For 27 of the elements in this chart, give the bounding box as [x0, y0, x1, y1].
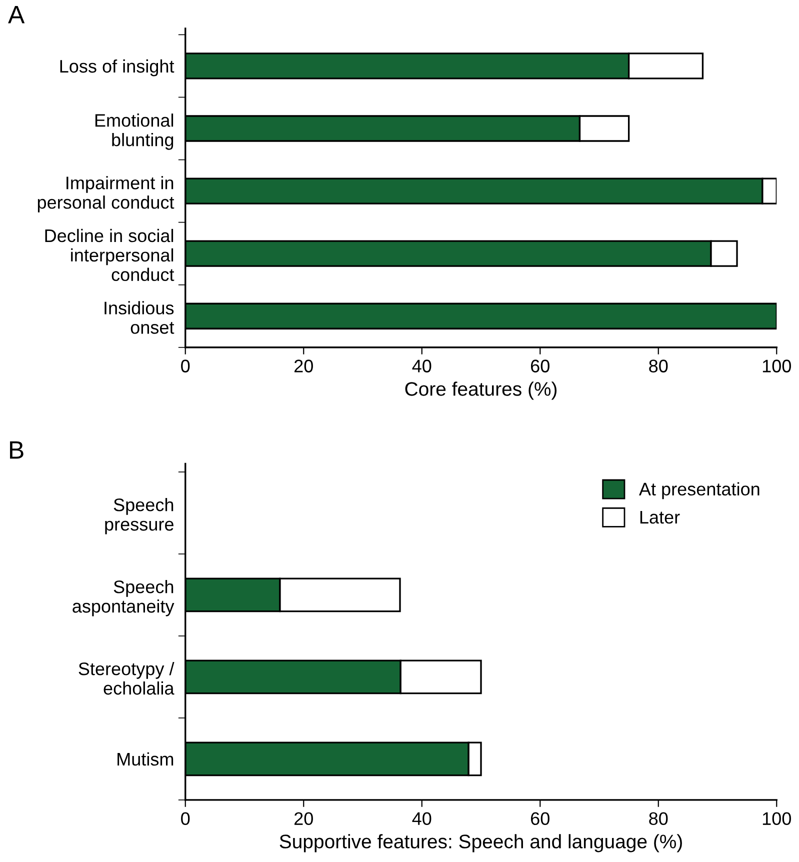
chart-title: B: [10, 441, 24, 459]
y-tick-label: Mutism: [118, 752, 174, 766]
x-axis-title: Supportive features: Speech and language (%): [280, 834, 682, 852]
x-tick-label: 40: [412, 360, 432, 372]
y-tick-label: Loss of insight: [60, 59, 174, 76]
x-axis-title: Core features (%): [405, 382, 557, 400]
y-tick-label: Speech pressure: [105, 498, 174, 534]
x-tick-label: 20: [294, 812, 313, 826]
x-tick-label: 40: [412, 812, 432, 826]
x-tick-label: 60: [531, 812, 550, 826]
y-tick-label: Insidious onset: [104, 301, 174, 334]
x-tick-label: 0: [181, 360, 190, 372]
y-tick-label: Emotional blunting: [95, 114, 174, 150]
y-tick-label: Decline in social interpersonal conduct: [45, 228, 174, 282]
y-tick-label: Speech aspontaneity: [72, 580, 174, 616]
x-tick-label: 20: [294, 360, 313, 372]
x-tick-label: 80: [649, 360, 668, 372]
chart-title: A: [8, 6, 25, 24]
legend-label: At presentation: [638, 482, 760, 500]
x-tick-label: 0: [181, 812, 190, 826]
legend-label: Later: [640, 511, 680, 524]
x-tick-label: 60: [531, 360, 550, 372]
x-tick-label: 80: [649, 812, 668, 826]
x-tick-label: 100: [762, 360, 791, 372]
x-tick-label: 100: [762, 812, 791, 826]
y-tick-label: Impairment in personal conduct: [38, 176, 174, 212]
y-tick-label: Stereotypy / echolalia: [78, 662, 174, 695]
